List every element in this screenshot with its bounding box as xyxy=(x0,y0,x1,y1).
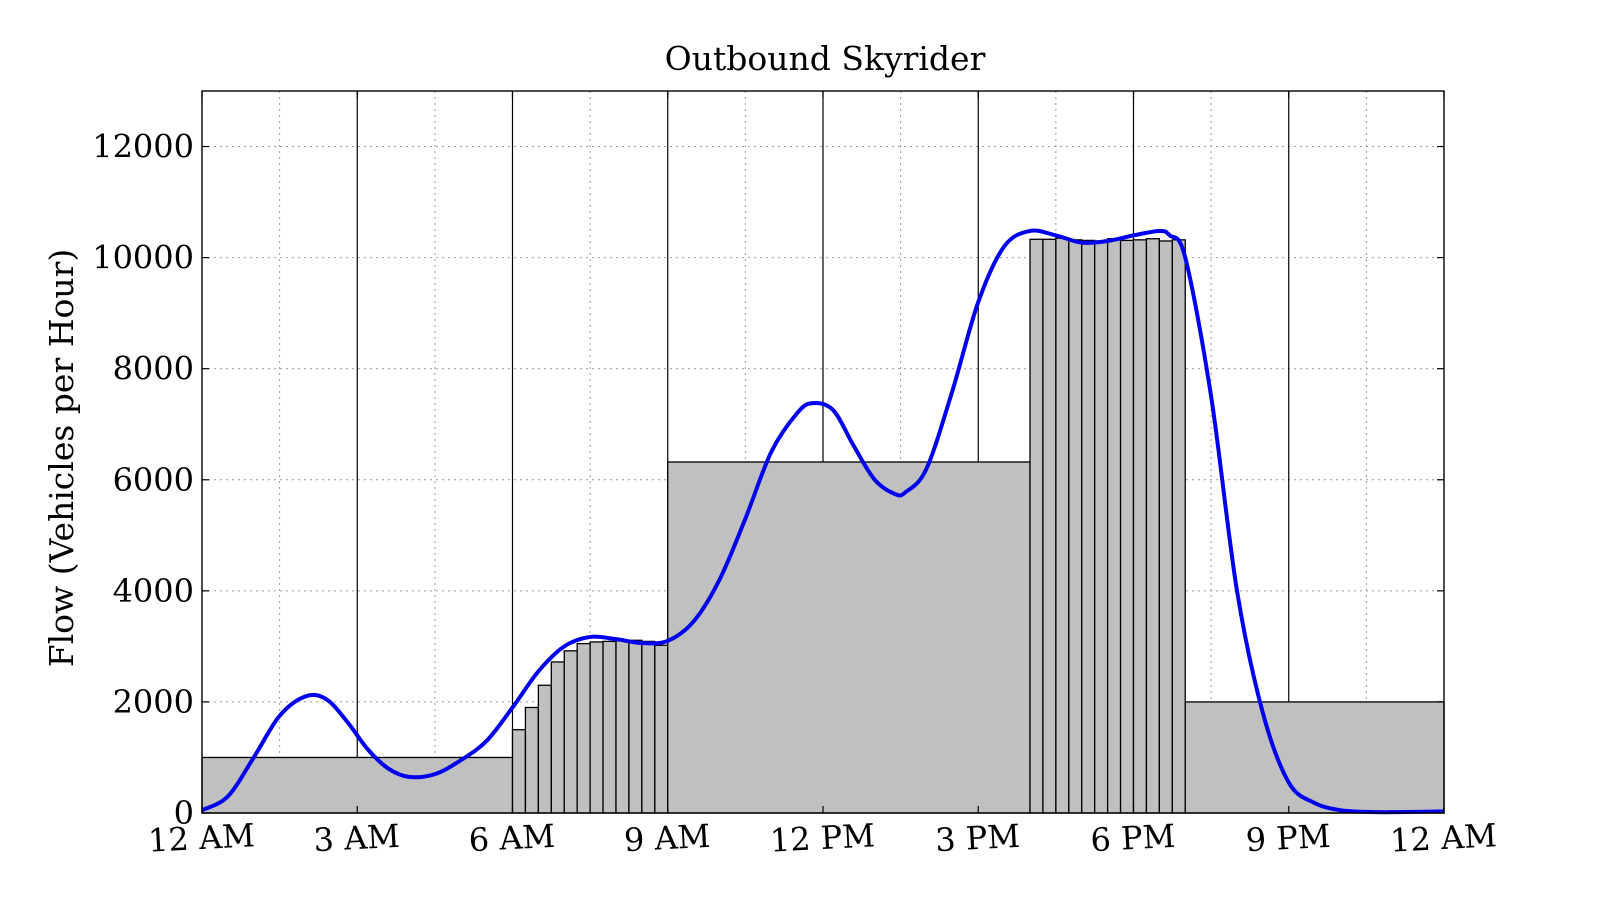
y-tick-label: 12000 xyxy=(92,128,194,166)
bar xyxy=(1081,239,1096,814)
flow-line xyxy=(201,228,1445,815)
bar xyxy=(1158,240,1173,814)
bar xyxy=(1042,238,1057,814)
tick-marks xyxy=(201,91,1445,814)
bar xyxy=(1119,239,1135,814)
bar xyxy=(1106,238,1122,814)
x-tick-label: 6 AM xyxy=(468,817,556,859)
bar xyxy=(563,650,578,814)
x-tick-label: 9 PM xyxy=(1245,817,1332,859)
y-axis-label: Flow (Vehicles per Hour) xyxy=(42,249,81,668)
y-tick-label: 8000 xyxy=(113,350,194,388)
x-tick-label: 3 AM xyxy=(313,817,401,859)
bar xyxy=(1184,701,1445,814)
bar xyxy=(550,661,565,814)
bar xyxy=(615,640,630,814)
bar xyxy=(602,640,617,814)
flow-curve xyxy=(201,228,1445,815)
bar xyxy=(524,706,540,814)
bar xyxy=(654,644,669,814)
bar xyxy=(576,642,591,814)
x-tick-label: 6 PM xyxy=(1090,817,1177,859)
bar xyxy=(1029,238,1044,814)
x-tick-labels: 12 AM 3 AM 6 AM 9 AM 12 PM 3 PM 6 PM 9 PM 12 AM xyxy=(147,816,1498,860)
bar xyxy=(1094,240,1109,814)
x-tick-label: 12 AM xyxy=(147,816,256,860)
y-tick-label: 0 xyxy=(174,794,194,832)
bar xyxy=(1068,239,1083,814)
bar xyxy=(1171,239,1186,814)
chart-title: Outbound Skyrider xyxy=(665,39,986,78)
y-tick-label: 10000 xyxy=(92,239,194,277)
y-tick-labels: 0 2000 4000 6000 8000 10000 12000 xyxy=(92,128,194,832)
bar xyxy=(1055,237,1070,814)
x-tick-label: 3 PM xyxy=(934,817,1021,859)
bars xyxy=(201,237,1445,814)
x-tick-label: 9 AM xyxy=(623,817,711,859)
y-tick-label: 6000 xyxy=(113,461,194,499)
bar xyxy=(511,729,527,814)
y-tick-label: 4000 xyxy=(113,572,194,610)
bar xyxy=(1132,239,1148,814)
bar xyxy=(537,684,552,814)
bar xyxy=(667,461,1031,814)
y-tick-label: 2000 xyxy=(113,683,194,721)
x-tick-label: 12 AM xyxy=(1389,816,1498,860)
bar xyxy=(641,640,656,814)
x-tick-label: 12 PM xyxy=(769,816,876,859)
bar xyxy=(589,641,604,814)
bar xyxy=(1145,238,1161,814)
bar xyxy=(628,639,643,814)
